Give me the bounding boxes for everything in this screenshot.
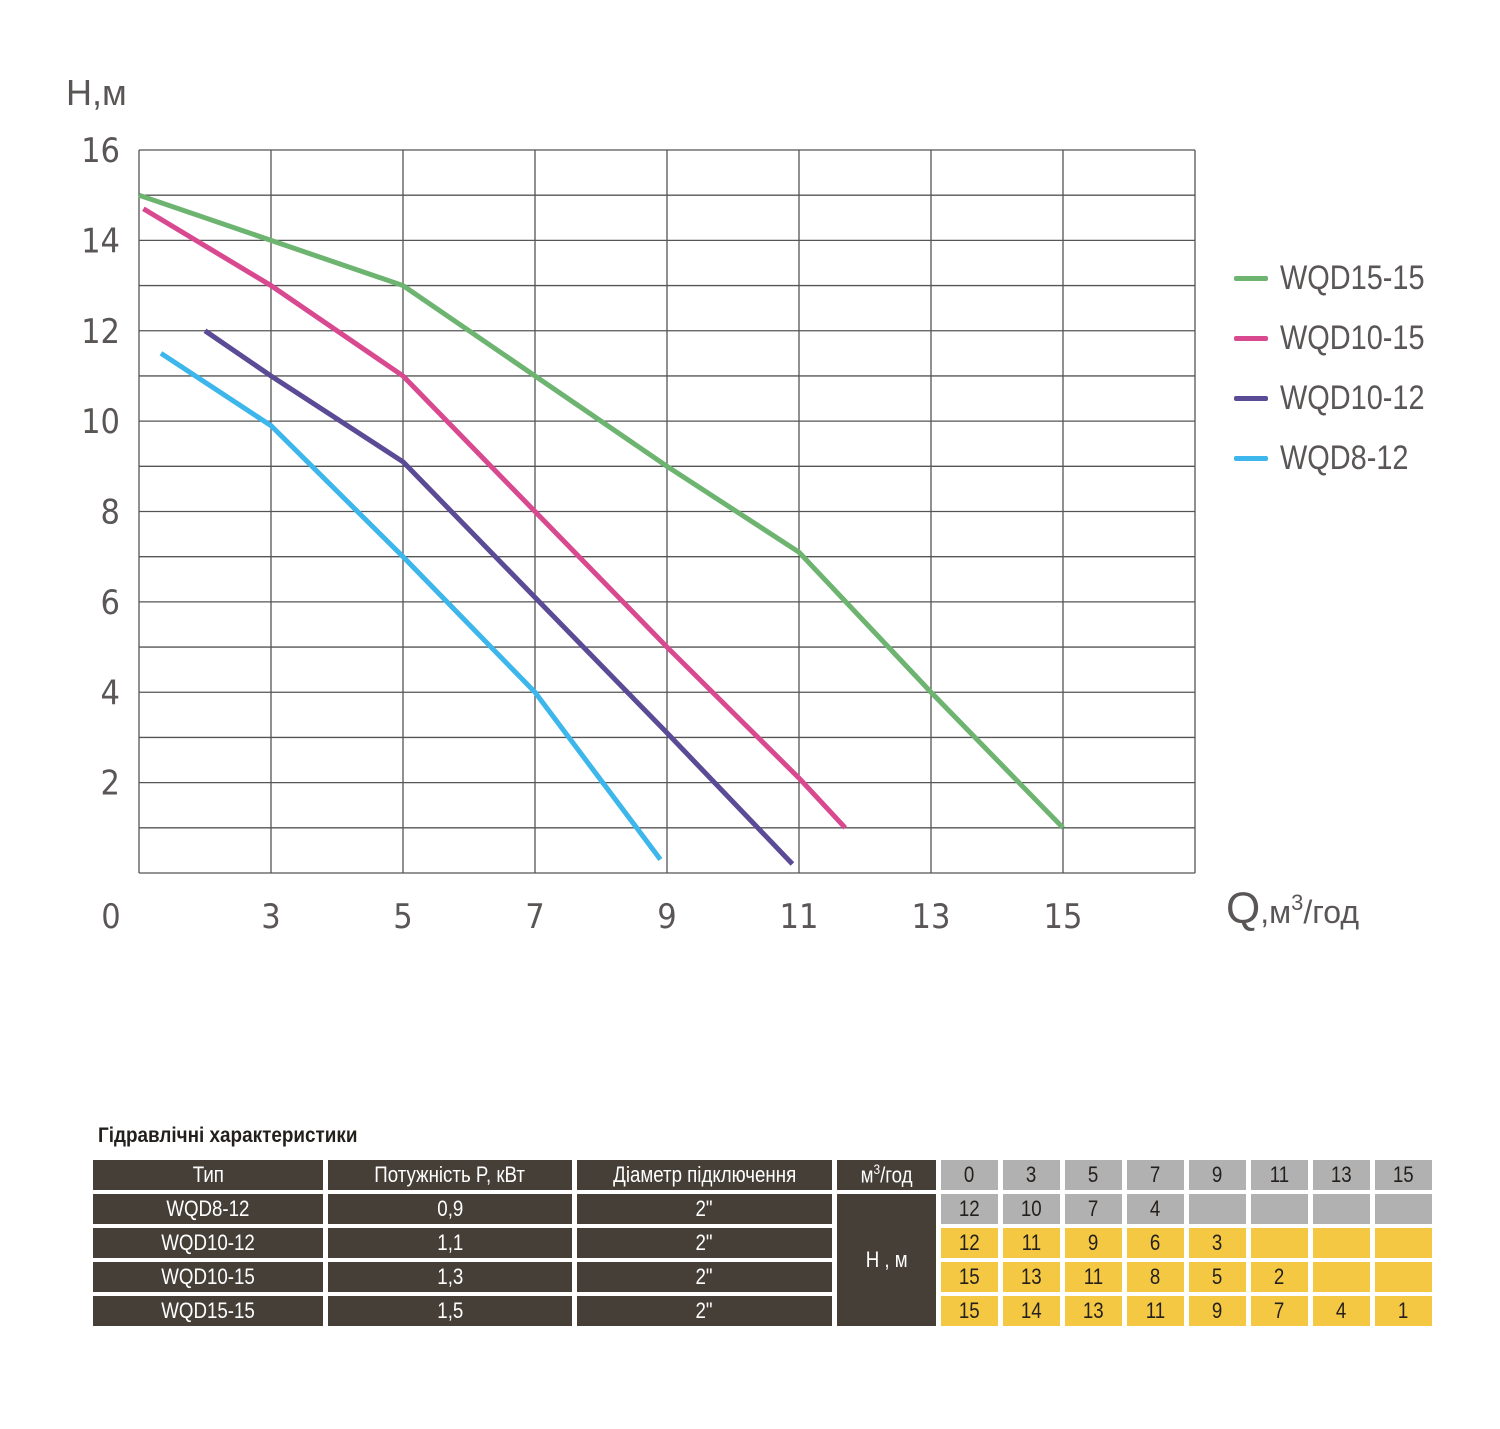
cell-head: 12 bbox=[941, 1228, 998, 1258]
flow-value: 9 bbox=[1189, 1160, 1246, 1190]
y-tick-label: 12 bbox=[81, 312, 120, 352]
cell-head bbox=[1375, 1262, 1432, 1292]
legend-item: WQD10-12 bbox=[1234, 368, 1450, 428]
flow-value: 5 bbox=[1065, 1160, 1122, 1190]
series-line-wqd10-15 bbox=[142, 206, 848, 830]
legend-item: WQD10-15 bbox=[1234, 308, 1450, 368]
cell-head: 11 bbox=[1003, 1228, 1060, 1258]
legend-swatch bbox=[1234, 455, 1268, 461]
cell-head: 11 bbox=[1127, 1296, 1184, 1326]
cell-head bbox=[1313, 1228, 1370, 1258]
cell-head: 8 bbox=[1127, 1262, 1184, 1292]
y-tick-label: 14 bbox=[81, 221, 120, 261]
cell-head bbox=[1313, 1262, 1370, 1292]
cell-diameter: 2" bbox=[577, 1228, 832, 1258]
cell-power: 1,5 bbox=[328, 1296, 572, 1326]
table-header-flow: м3/год bbox=[837, 1160, 936, 1190]
series-line-wqd10-12 bbox=[203, 328, 795, 866]
cell-head bbox=[1251, 1228, 1308, 1258]
cell-type: WQD10-12 bbox=[93, 1228, 323, 1258]
x-tick-label: 5 bbox=[393, 897, 412, 937]
x-axis-label: Q,м3/год bbox=[1226, 884, 1359, 933]
cell-head: 14 bbox=[1003, 1296, 1060, 1326]
cell-power: 0,9 bbox=[328, 1194, 572, 1224]
legend-item: WQD15-15 bbox=[1234, 248, 1450, 308]
y-tick-label: 4 bbox=[101, 673, 120, 713]
legend-swatch bbox=[1234, 395, 1268, 401]
y-tick-label: 8 bbox=[101, 493, 120, 533]
legend-swatch bbox=[1234, 335, 1268, 341]
cell-head: 10 bbox=[1003, 1194, 1060, 1224]
cell-head: 12 bbox=[941, 1194, 998, 1224]
table-title: Гідравлічні характеристики bbox=[98, 1124, 358, 1147]
cell-diameter: 2" bbox=[577, 1262, 832, 1292]
hydraulic-table: Тип Потужність P, кВт Діаметр підключення м… bbox=[93, 1160, 1432, 1326]
series-line-wqd8-12 bbox=[159, 351, 663, 861]
y-tick-label: 6 bbox=[101, 583, 120, 623]
cell-head: 3 bbox=[1189, 1228, 1246, 1258]
cell-head bbox=[1375, 1194, 1432, 1224]
table-header: Діаметр підключення bbox=[577, 1160, 832, 1190]
cell-head: 11 bbox=[1065, 1262, 1122, 1292]
y-axis-label: H,м bbox=[66, 72, 127, 113]
cell-head bbox=[1313, 1194, 1370, 1224]
series-line-wqd15-15 bbox=[138, 192, 1065, 830]
cell-diameter: 2" bbox=[577, 1194, 832, 1224]
flow-value: 11 bbox=[1251, 1160, 1308, 1190]
legend-label: WQD10-12 bbox=[1280, 378, 1425, 417]
cell-head: 15 bbox=[941, 1262, 998, 1292]
table-header: Тип bbox=[93, 1160, 323, 1190]
x-tick-label: 7 bbox=[525, 897, 544, 937]
cell-type: WQD10-15 bbox=[93, 1262, 323, 1292]
cell-head: 2 bbox=[1251, 1262, 1308, 1292]
cell-head: 9 bbox=[1065, 1228, 1122, 1258]
legend: WQD15-15 WQD10-15 WQD10-12 WQD8-12 bbox=[1234, 248, 1450, 488]
flow-value: 3 bbox=[1003, 1160, 1060, 1190]
cell-head: 9 bbox=[1189, 1296, 1246, 1326]
legend-item: WQD8-12 bbox=[1234, 428, 1450, 488]
x-tick-label: 9 bbox=[657, 897, 676, 937]
head-label: H , м bbox=[837, 1194, 936, 1326]
x-tick-label: 15 bbox=[1044, 897, 1083, 937]
legend-swatch bbox=[1234, 275, 1268, 281]
cell-head bbox=[1189, 1194, 1246, 1224]
table-header: Потужність P, кВт bbox=[328, 1160, 572, 1190]
cell-head: 7 bbox=[1065, 1194, 1122, 1224]
flow-value: 0 bbox=[941, 1160, 998, 1190]
cell-power: 1,3 bbox=[328, 1262, 572, 1292]
y-tick-label: 16 bbox=[81, 131, 120, 171]
cell-head: 5 bbox=[1189, 1262, 1246, 1292]
legend-label: WQD8-12 bbox=[1280, 438, 1409, 477]
x-tick-label: 13 bbox=[912, 897, 951, 937]
flow-value: 13 bbox=[1313, 1160, 1370, 1190]
cell-head: 6 bbox=[1127, 1228, 1184, 1258]
x-tick-label: 11 bbox=[780, 897, 819, 937]
y-tick-label: 10 bbox=[81, 402, 120, 442]
legend-label: WQD10-15 bbox=[1280, 318, 1425, 357]
cell-head: 1 bbox=[1375, 1296, 1432, 1326]
cell-type: WQD8-12 bbox=[93, 1194, 323, 1224]
y-tick-label: 2 bbox=[101, 764, 120, 804]
x-tick-label: 0 bbox=[101, 897, 120, 937]
cell-head: 7 bbox=[1251, 1296, 1308, 1326]
chart: 2 4 6 8 10 12 14 16 0 3 5 7 9 11 13 15 bbox=[81, 131, 1196, 937]
cell-head: 13 bbox=[1065, 1296, 1122, 1326]
cell-head: 15 bbox=[941, 1296, 998, 1326]
cell-head bbox=[1251, 1194, 1308, 1224]
flow-value: 15 bbox=[1375, 1160, 1432, 1190]
legend-label: WQD15-15 bbox=[1280, 258, 1425, 297]
x-tick-label: 3 bbox=[261, 897, 280, 937]
cell-type: WQD15-15 bbox=[93, 1296, 323, 1326]
cell-diameter: 2" bbox=[577, 1296, 832, 1326]
cell-head: 4 bbox=[1127, 1194, 1184, 1224]
cell-power: 1,1 bbox=[328, 1228, 572, 1258]
cell-head bbox=[1375, 1228, 1432, 1258]
cell-head: 4 bbox=[1313, 1296, 1370, 1326]
cell-head: 13 bbox=[1003, 1262, 1060, 1292]
flow-value: 7 bbox=[1127, 1160, 1184, 1190]
